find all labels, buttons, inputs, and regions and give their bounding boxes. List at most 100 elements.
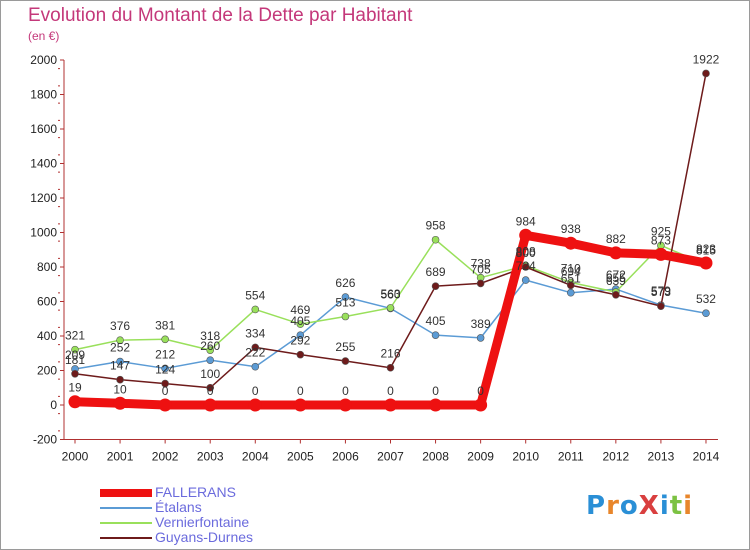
data-point — [116, 336, 124, 344]
data-label: 209 — [65, 348, 85, 362]
data-label: 626 — [335, 276, 355, 290]
legend-item-fallerans: FALLERANS — [100, 484, 360, 500]
data-label: 0 — [297, 384, 304, 398]
data-point — [206, 383, 215, 392]
data-label: 1922 — [693, 52, 720, 66]
data-point — [251, 362, 260, 371]
data-point — [341, 357, 350, 365]
data-label: 823 — [696, 242, 716, 256]
data-label: 532 — [696, 292, 716, 306]
data-label: 724 — [516, 259, 536, 273]
data-label: 0 — [207, 384, 214, 398]
legend-label: Guyans-Durnes — [155, 529, 254, 545]
data-label: 405 — [426, 314, 446, 328]
x-tick-label: 2006 — [332, 450, 359, 464]
data-point — [476, 279, 485, 288]
data-point — [71, 345, 79, 354]
legend-item-guyans-durnes: Guyans-Durnes — [100, 529, 360, 545]
data-label: 579 — [651, 284, 671, 298]
data-label: 689 — [426, 265, 446, 279]
y-tick-label: -200 — [33, 433, 57, 447]
data-label: 815 — [696, 243, 716, 257]
data-label: 212 — [155, 347, 175, 361]
data-label: 292 — [290, 334, 310, 348]
data-point — [296, 320, 305, 328]
y-tick-label: 1200 — [30, 191, 57, 205]
data-label: 318 — [200, 329, 220, 343]
data-label: 513 — [335, 296, 355, 310]
data-point — [203, 398, 217, 412]
data-label: 984 — [516, 214, 536, 228]
x-tick-label: 2009 — [467, 450, 494, 464]
logo-letter: r — [606, 491, 620, 521]
y-tick-label: 2000 — [30, 53, 57, 67]
data-label: 0 — [252, 384, 259, 398]
x-tick-label: 2000 — [62, 450, 89, 464]
data-label: 10 — [113, 382, 127, 396]
legend-swatch — [100, 522, 152, 524]
legend-swatch — [100, 507, 152, 509]
x-tick-label: 2003 — [197, 450, 224, 464]
data-label: 694 — [561, 264, 581, 278]
data-point — [429, 398, 443, 412]
proxiti-logo: ProXiti — [586, 491, 693, 521]
chart-svg: -200020040060080010001200140016001800200… — [30, 52, 720, 464]
data-point — [251, 343, 260, 352]
legend-item-etalans: Étalans — [100, 499, 360, 515]
data-point — [383, 398, 397, 412]
y-tick-label: 1000 — [30, 226, 57, 240]
data-label: 321 — [65, 329, 85, 343]
data-point — [116, 357, 124, 366]
data-point — [612, 290, 620, 299]
x-tick-label: 2008 — [422, 450, 449, 464]
data-label: 252 — [110, 341, 130, 355]
y-tick-label: 1600 — [30, 122, 57, 136]
data-point — [296, 331, 305, 339]
data-label: 710 — [561, 262, 581, 276]
x-tick-label: 2005 — [287, 450, 314, 464]
data-point — [161, 335, 169, 344]
x-tick-label: 2012 — [602, 450, 629, 464]
data-label: 808 — [516, 245, 536, 259]
data-point — [519, 228, 533, 242]
data-label: 255 — [335, 340, 355, 354]
data-point — [161, 364, 169, 373]
data-point — [609, 246, 623, 260]
data-point — [116, 375, 124, 384]
data-label: 222 — [245, 346, 265, 360]
data-label: 0 — [432, 384, 439, 398]
logo-letter: t — [669, 491, 684, 521]
data-label: 563 — [380, 287, 400, 301]
x-tick-label: 2014 — [693, 450, 720, 464]
data-point — [248, 398, 262, 412]
y-tick-label: 1400 — [30, 157, 57, 171]
data-label: 0 — [342, 384, 349, 398]
legend-label: FALLERANS — [155, 484, 236, 500]
data-label: 389 — [471, 317, 491, 331]
data-point — [293, 398, 307, 412]
logo-letter: X — [638, 491, 660, 521]
y-tick-label: 600 — [37, 295, 57, 309]
data-label: 651 — [561, 272, 581, 286]
x-tick-label: 2007 — [377, 450, 404, 464]
y-tick-label: 800 — [37, 260, 57, 274]
data-point — [566, 281, 575, 290]
data-label: 560 — [380, 287, 400, 301]
data-label: 334 — [245, 326, 265, 340]
data-label: 573 — [651, 285, 671, 299]
x-tick-label: 2004 — [242, 450, 269, 464]
data-label: 639 — [606, 274, 626, 288]
data-point — [158, 398, 172, 412]
legend-label: Vernierfontaine — [155, 514, 250, 530]
data-point — [206, 356, 215, 364]
data-point — [296, 350, 305, 359]
data-label: 938 — [561, 222, 581, 236]
data-label: 124 — [155, 363, 175, 377]
data-label: 405 — [290, 314, 310, 328]
data-label: 882 — [606, 232, 626, 246]
data-point — [431, 282, 440, 290]
data-point — [341, 312, 350, 321]
legend-swatch — [100, 537, 152, 539]
data-label: 381 — [155, 318, 175, 332]
